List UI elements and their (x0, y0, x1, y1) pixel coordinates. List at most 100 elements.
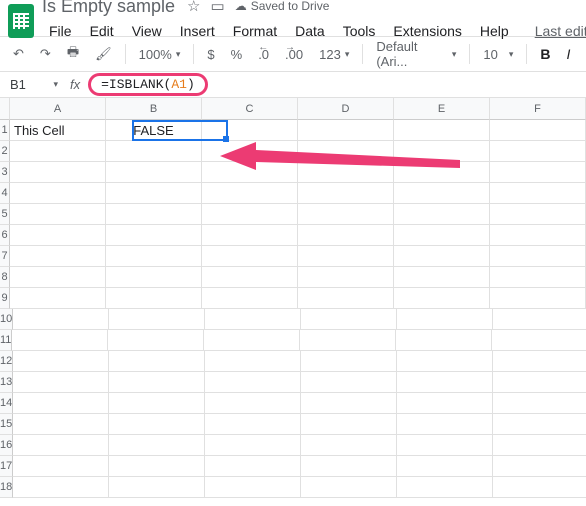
format-currency-button[interactable]: $ (202, 43, 219, 66)
cell[interactable] (205, 435, 301, 456)
cell[interactable] (109, 456, 205, 477)
row-header[interactable]: 10 (0, 309, 13, 330)
cell[interactable] (493, 351, 586, 372)
cell[interactable] (493, 435, 586, 456)
row-header[interactable]: 13 (0, 372, 13, 393)
cell[interactable] (394, 204, 490, 225)
cell[interactable] (204, 330, 300, 351)
cell[interactable] (202, 204, 298, 225)
cell[interactable] (109, 435, 205, 456)
col-header[interactable]: C (202, 98, 298, 120)
row-header[interactable]: 12 (0, 351, 13, 372)
redo-button[interactable]: ↷ (35, 42, 56, 66)
cell[interactable] (394, 183, 490, 204)
cell[interactable] (10, 162, 106, 183)
cell[interactable] (490, 120, 586, 141)
cell[interactable] (301, 309, 397, 330)
cell[interactable] (298, 246, 394, 267)
cell[interactable] (394, 225, 490, 246)
cell[interactable] (109, 477, 205, 498)
cell[interactable] (394, 120, 490, 141)
cell[interactable] (490, 204, 586, 225)
cell[interactable] (301, 456, 397, 477)
increase-decimal-button[interactable]: .00→ (280, 43, 308, 66)
cell[interactable] (301, 393, 397, 414)
cell[interactable] (106, 288, 202, 309)
cell[interactable] (13, 435, 109, 456)
cell[interactable] (10, 267, 106, 288)
font-select[interactable]: Default (Ari...▾ (371, 35, 461, 73)
cell[interactable] (493, 477, 586, 498)
cell[interactable] (490, 246, 586, 267)
cell[interactable] (109, 309, 205, 330)
cell[interactable] (301, 477, 397, 498)
cell[interactable] (202, 225, 298, 246)
row-header[interactable]: 18 (0, 477, 13, 498)
cell[interactable] (109, 351, 205, 372)
cell[interactable] (397, 393, 493, 414)
cell[interactable] (106, 267, 202, 288)
cell[interactable] (10, 183, 106, 204)
cell[interactable] (108, 330, 204, 351)
paint-format-button[interactable]: 🖌 (90, 42, 117, 66)
row-header[interactable]: 6 (0, 225, 10, 246)
cell[interactable] (300, 330, 396, 351)
cell[interactable] (13, 456, 109, 477)
cell[interactable] (13, 477, 109, 498)
cell[interactable] (202, 267, 298, 288)
cell[interactable] (202, 288, 298, 309)
cell[interactable] (397, 414, 493, 435)
bold-button[interactable]: B (535, 42, 555, 66)
cell[interactable]: FALSE (106, 120, 202, 141)
cell[interactable] (205, 372, 301, 393)
col-header[interactable]: B (106, 98, 202, 120)
document-title[interactable]: Is Empty sample (42, 0, 175, 17)
cell[interactable] (106, 183, 202, 204)
cell[interactable] (298, 288, 394, 309)
row-header[interactable]: 17 (0, 456, 13, 477)
cell[interactable] (396, 330, 492, 351)
cell[interactable] (493, 393, 586, 414)
row-header[interactable]: 4 (0, 183, 10, 204)
select-all-corner[interactable] (0, 98, 10, 120)
cell[interactable] (397, 372, 493, 393)
last-edit-link[interactable]: Last edit was s (528, 21, 586, 41)
row-header[interactable]: 15 (0, 414, 13, 435)
row-header[interactable]: 8 (0, 267, 10, 288)
cell[interactable] (202, 141, 298, 162)
cell[interactable] (490, 141, 586, 162)
cell[interactable] (493, 309, 586, 330)
row-header[interactable]: 1 (0, 120, 10, 141)
spreadsheet-grid[interactable]: A B C D E F 1This CellFALSE2345678910111… (0, 98, 586, 498)
cell[interactable] (301, 351, 397, 372)
col-header[interactable]: E (394, 98, 490, 120)
cell[interactable] (298, 141, 394, 162)
menu-help[interactable]: Help (473, 21, 516, 41)
menu-format[interactable]: Format (226, 21, 284, 41)
name-box[interactable]: B1 ▾ (6, 75, 62, 94)
row-header[interactable]: 16 (0, 435, 13, 456)
cell[interactable] (205, 477, 301, 498)
cell[interactable] (205, 393, 301, 414)
row-header[interactable]: 11 (0, 330, 12, 351)
star-icon[interactable]: ☆ (187, 0, 200, 15)
row-header[interactable]: 7 (0, 246, 10, 267)
cell[interactable] (397, 351, 493, 372)
cell[interactable] (205, 456, 301, 477)
cell[interactable] (492, 330, 586, 351)
menu-data[interactable]: Data (288, 21, 332, 41)
cell[interactable] (10, 288, 106, 309)
decrease-decimal-button[interactable]: .0← (253, 43, 274, 66)
cell[interactable] (202, 246, 298, 267)
cell[interactable] (13, 351, 109, 372)
cell[interactable] (10, 204, 106, 225)
font-size-select[interactable]: 10▾ (478, 43, 518, 66)
cell[interactable] (301, 372, 397, 393)
cell[interactable] (298, 204, 394, 225)
cell[interactable] (106, 204, 202, 225)
formula-input[interactable]: =ISBLANK(A1) (88, 73, 208, 96)
cell[interactable] (490, 183, 586, 204)
cell[interactable] (394, 162, 490, 183)
cell[interactable] (13, 393, 109, 414)
cell[interactable] (394, 267, 490, 288)
